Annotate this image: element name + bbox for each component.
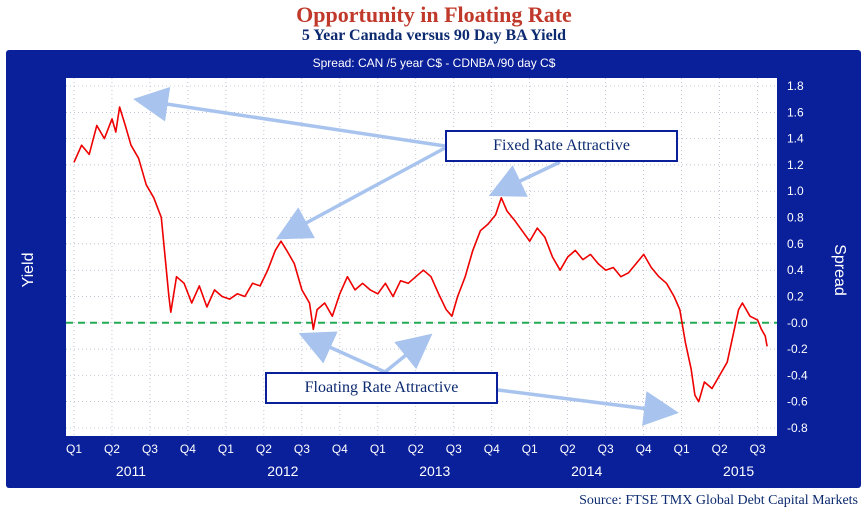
x-quarter-label: Q3	[598, 442, 614, 456]
x-year-label: 2015	[723, 463, 754, 479]
y-tick-label: 0.6	[787, 237, 804, 251]
fixed-rate-callout: Fixed Rate Attractive	[445, 130, 678, 162]
x-quarter-label: Q1	[370, 442, 386, 456]
x-quarter-label: Q2	[256, 442, 272, 456]
x-quarter-label: Q2	[104, 442, 120, 456]
x-quarter-label: Q4	[332, 442, 348, 456]
y-tick-label: 1.6	[787, 105, 804, 119]
series-label: Spread: CAN /5 year C$ - CDNBA /90 day C…	[312, 56, 556, 70]
x-year-label: 2014	[571, 463, 602, 479]
x-year-label: 2012	[267, 463, 298, 479]
chart-title: Opportunity in Floating Rate	[296, 2, 572, 27]
annotation-arrow	[488, 160, 561, 197]
spread-series-line	[73, 106, 768, 403]
y-axis-title-right: Spread	[831, 244, 848, 296]
floating-rate-callout: Floating Rate Attractive	[265, 372, 498, 404]
y-tick-label: 1.0	[787, 184, 804, 198]
x-quarter-label: Q2	[560, 442, 576, 456]
x-quarter-label: Q2	[408, 442, 424, 456]
y-tick-label: 1.2	[787, 158, 804, 172]
y-tick-label: 0.2	[787, 289, 804, 303]
x-quarter-label: Q3	[142, 442, 158, 456]
x-quarter-label: Q4	[636, 442, 652, 456]
x-year-label: 2011	[116, 463, 146, 479]
x-quarter-label: Q4	[180, 442, 196, 456]
y-tick-label: -0.2	[787, 342, 808, 356]
x-quarter-label: Q3	[446, 442, 462, 456]
x-quarter-label: Q1	[674, 442, 690, 456]
y-tick-label: 0.4	[787, 263, 804, 277]
y-tick-label: -0.4	[787, 368, 808, 382]
annotation-arrow	[497, 388, 679, 426]
y-tick-label: -0.0	[787, 316, 808, 330]
x-quarter-label: Q3	[294, 442, 310, 456]
x-quarter-label: Q1	[66, 442, 82, 456]
annotation-arrow	[275, 146, 446, 240]
x-quarter-label: Q2	[712, 442, 728, 456]
y-tick-label: 0.8	[787, 211, 804, 225]
annotation-arrow	[298, 331, 386, 374]
x-quarter-label: Q1	[218, 442, 234, 456]
x-quarter-label: Q1	[522, 442, 538, 456]
y-tick-label: 1.4	[787, 132, 804, 146]
y-tick-label: 1.8	[787, 79, 804, 93]
x-quarter-label: Q4	[484, 442, 500, 456]
source-note: Source: FTSE TMX Global Debt Capital Mar…	[579, 493, 858, 508]
x-quarter-label: Q3	[750, 442, 766, 456]
x-year-label: 2013	[419, 463, 450, 479]
annotation-arrow	[133, 86, 446, 148]
chart-subtitle: 5 Year Canada versus 90 Day BA Yield	[301, 27, 567, 44]
y-tick-label: -0.8	[787, 421, 808, 435]
y-axis-title-left: Yield	[20, 253, 37, 288]
annotation-arrow	[383, 333, 433, 374]
y-tick-label: -0.6	[787, 395, 808, 409]
